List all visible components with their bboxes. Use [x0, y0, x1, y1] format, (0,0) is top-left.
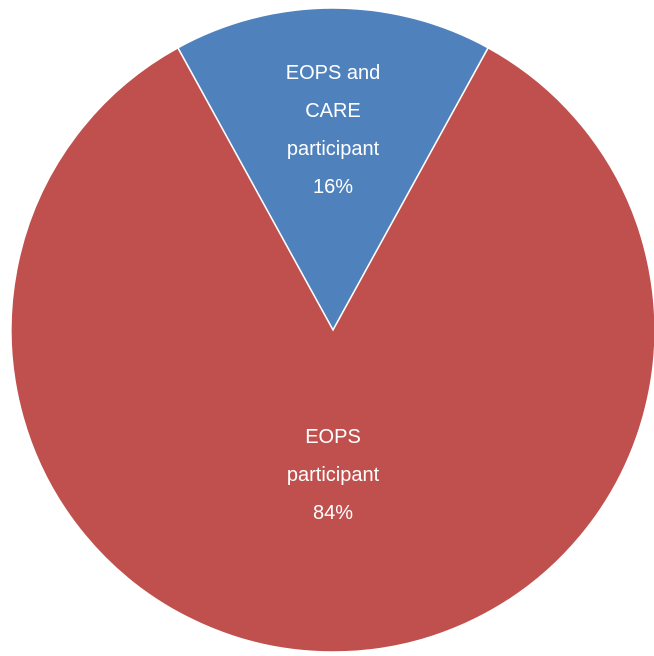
category-label: EOPS and CARE participant [285, 62, 381, 161]
value-label: 16% [312, 176, 354, 199]
slice-label: EOPS and CARE participant 16% [274, 54, 392, 206]
slice-label: EOPS participant 84% [274, 418, 392, 532]
value-label: 84% [312, 501, 354, 524]
pie-slice [176, 7, 490, 332]
pie-slice [10, 46, 654, 653]
category-label: EOPS participant [286, 425, 380, 486]
